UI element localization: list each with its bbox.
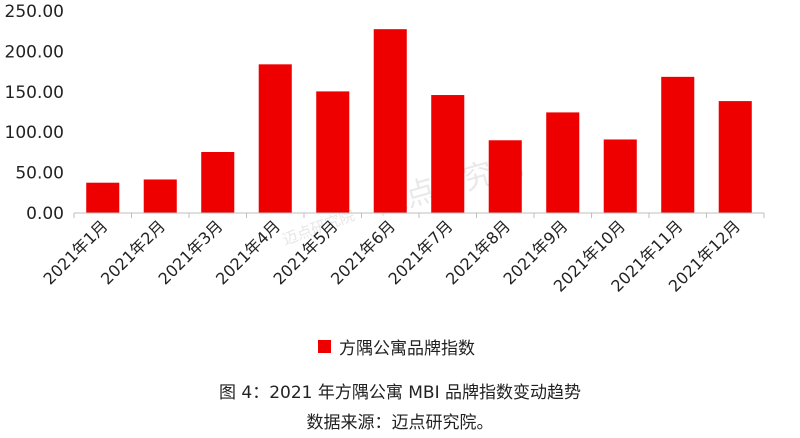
figure-caption: 图 4：2021 年方隅公寓 MBI 品牌指数变动趋势 — [218, 383, 582, 403]
bar — [661, 76, 695, 214]
y-tick-label: 50.00 — [15, 164, 64, 184]
y-tick-label: 150.00 — [5, 83, 64, 103]
bar — [86, 182, 120, 213]
bar — [316, 91, 350, 213]
bar — [143, 179, 177, 213]
legend-swatch — [318, 340, 331, 353]
legend: 方隅公寓品牌指数 — [318, 334, 475, 359]
bar — [373, 29, 407, 214]
bar — [258, 64, 292, 213]
bar — [603, 139, 637, 213]
y-tick-label: 200.00 — [5, 42, 64, 62]
bar — [488, 140, 522, 213]
bar-series — [86, 29, 752, 214]
y-axis: 0.00 50.00 100.00 150.00 200.00 250.00 — [5, 2, 64, 224]
bar — [546, 112, 580, 213]
legend-label: 方隅公寓品牌指数 — [339, 339, 475, 359]
bar — [431, 95, 465, 213]
y-tick-label: 100.00 — [5, 123, 64, 143]
source-note: 数据来源：迈点研究院。 — [306, 413, 494, 433]
bar — [201, 151, 235, 213]
bar — [718, 101, 752, 213]
y-tick-label: 0.00 — [26, 204, 64, 224]
bar-chart: 迈点研究院迈点研究院 0.0050.00100.00150.00200.0025… — [5, 2, 765, 296]
x-axis: 2021年1月2021年2月2021年3月2021年4月2021年5月2021年… — [40, 213, 765, 296]
y-tick-label: 250.00 — [5, 2, 64, 22]
